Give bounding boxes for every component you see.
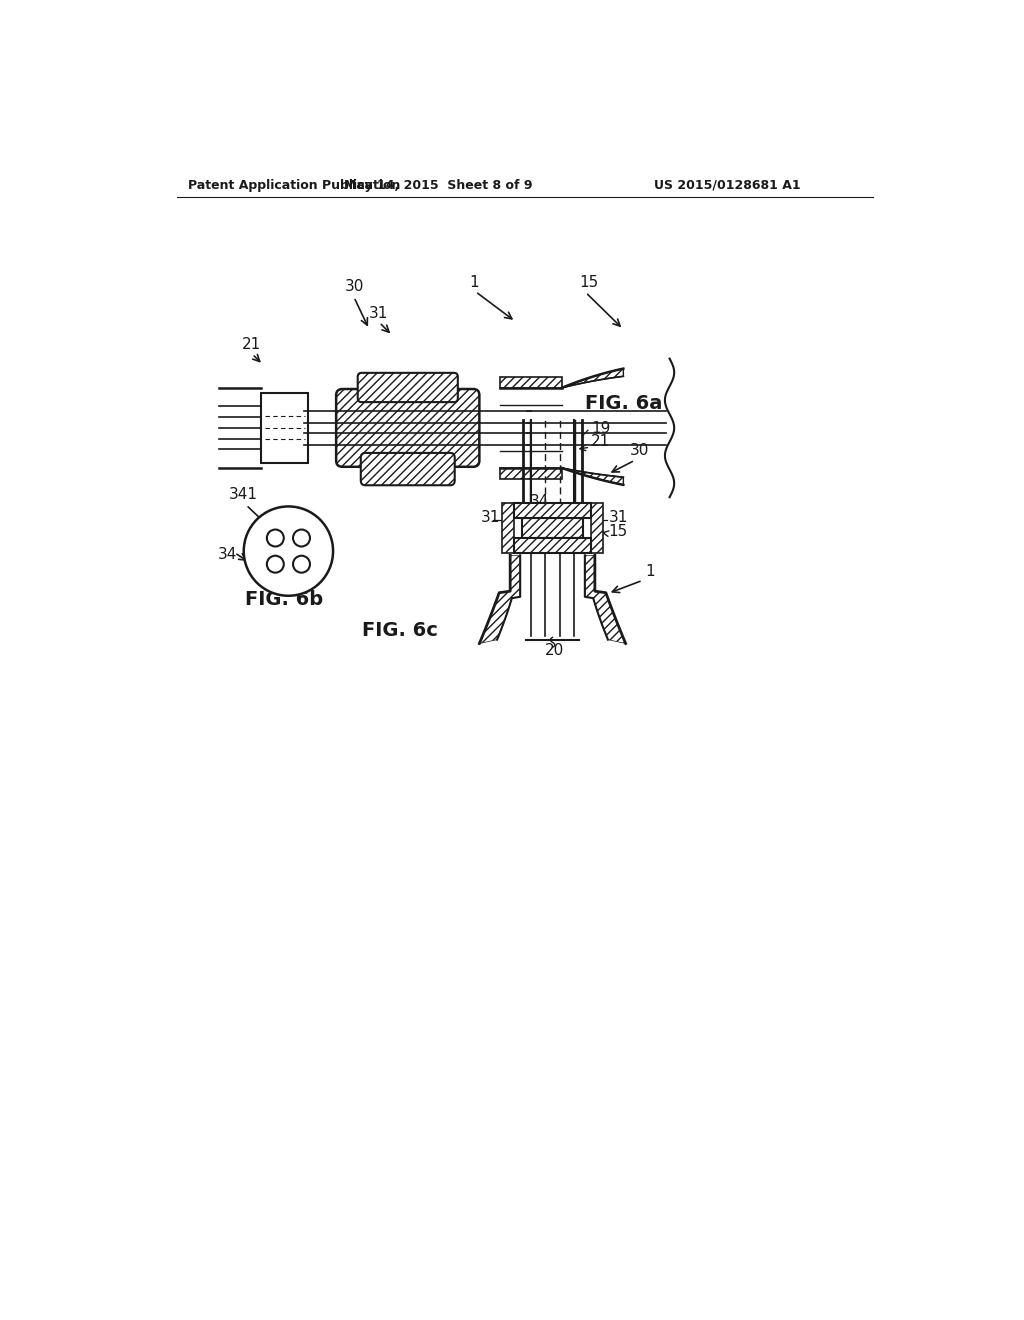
Bar [514,537,591,553]
Text: 341: 341 [229,487,258,502]
Text: 19: 19 [591,421,610,437]
Circle shape [267,556,284,573]
Text: 31: 31 [608,510,628,525]
Text: Patent Application Publication: Patent Application Publication [188,178,400,191]
Bar [500,378,562,388]
Text: 34: 34 [529,495,549,510]
Polygon shape [562,368,624,388]
Text: 34: 34 [280,393,299,408]
Bar [500,378,562,388]
Bar [503,503,514,553]
Circle shape [244,507,333,595]
Text: FIG. 6c: FIG. 6c [361,620,437,640]
Text: 31: 31 [370,306,389,321]
Bar [503,503,514,553]
Bar [261,393,307,462]
Text: 21: 21 [591,434,610,449]
Text: 31: 31 [481,510,501,525]
Polygon shape [585,556,626,644]
Polygon shape [479,556,520,644]
FancyBboxPatch shape [357,372,458,403]
Polygon shape [562,469,624,484]
Bar [514,503,591,519]
Text: 15: 15 [580,275,599,290]
Text: 30: 30 [630,442,649,458]
Text: FIG. 6a: FIG. 6a [585,393,663,413]
Bar [591,503,602,553]
Circle shape [293,529,310,546]
Text: 32: 32 [398,393,418,408]
Bar [521,519,584,537]
Bar [500,469,562,479]
Text: 15: 15 [608,524,628,539]
Text: May 14, 2015  Sheet 8 of 9: May 14, 2015 Sheet 8 of 9 [344,178,532,191]
Circle shape [293,556,310,573]
FancyBboxPatch shape [360,453,455,486]
Text: 34: 34 [217,546,237,562]
Bar [591,503,602,553]
Text: 20: 20 [545,643,564,659]
Text: 1: 1 [645,564,654,578]
Bar [514,537,591,553]
Bar [514,503,591,519]
Text: US 2015/0128681 A1: US 2015/0128681 A1 [654,178,801,191]
Text: 1: 1 [469,275,479,290]
Text: FIG. 6b: FIG. 6b [245,590,323,609]
Text: 30: 30 [345,279,364,294]
Bar [500,469,562,479]
Text: 21: 21 [243,337,261,351]
Bar [521,519,584,537]
FancyBboxPatch shape [336,389,479,467]
Circle shape [267,529,284,546]
